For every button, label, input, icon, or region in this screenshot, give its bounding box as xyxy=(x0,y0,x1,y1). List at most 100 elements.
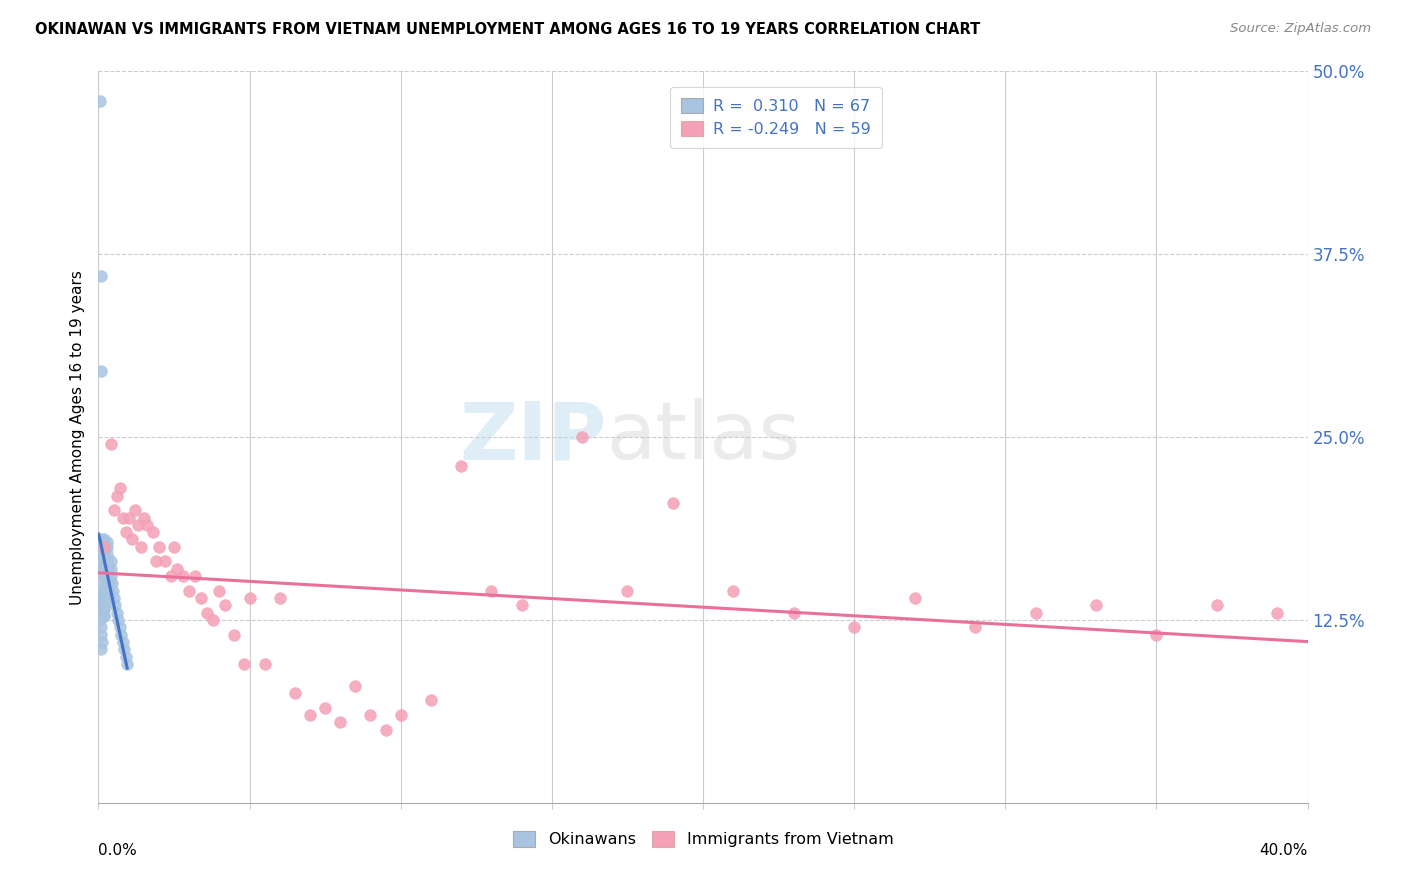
Point xyxy=(420,693,443,707)
Point xyxy=(344,679,367,693)
Point xyxy=(124,503,146,517)
Point xyxy=(98,591,121,605)
Point xyxy=(1144,627,1167,641)
Point xyxy=(94,583,117,598)
Point xyxy=(90,533,112,547)
Point xyxy=(94,569,117,583)
Point xyxy=(184,569,207,583)
Point xyxy=(93,608,115,623)
Point xyxy=(91,558,114,573)
Point xyxy=(90,627,112,641)
Point xyxy=(111,635,134,649)
Point xyxy=(127,517,149,532)
Point xyxy=(89,613,111,627)
Point xyxy=(93,535,115,549)
Point xyxy=(389,708,412,723)
Point xyxy=(97,569,120,583)
Point xyxy=(90,547,112,561)
Text: 40.0%: 40.0% xyxy=(1260,843,1308,858)
Point xyxy=(96,588,118,602)
Point xyxy=(96,547,118,561)
Point xyxy=(135,517,157,532)
Point xyxy=(93,544,115,558)
Point xyxy=(115,657,138,671)
Point xyxy=(208,583,231,598)
Point xyxy=(253,657,276,671)
Point xyxy=(904,591,927,605)
Point xyxy=(93,608,115,623)
Point xyxy=(329,715,352,730)
Point xyxy=(214,599,236,613)
Point xyxy=(239,591,262,605)
Text: Source: ZipAtlas.com: Source: ZipAtlas.com xyxy=(1230,22,1371,36)
Point xyxy=(90,642,112,657)
Point xyxy=(94,565,117,579)
Point xyxy=(91,544,114,558)
Point xyxy=(89,94,111,108)
Point xyxy=(148,540,170,554)
Point xyxy=(510,599,533,613)
Point xyxy=(114,525,136,540)
Point xyxy=(94,579,117,593)
Point xyxy=(132,510,155,524)
Point xyxy=(374,723,396,737)
Point xyxy=(616,583,638,598)
Point xyxy=(96,535,118,549)
Point xyxy=(100,562,122,576)
Point xyxy=(314,700,336,714)
Point xyxy=(114,649,136,664)
Point xyxy=(97,562,120,576)
Point xyxy=(91,562,114,576)
Text: ZIP: ZIP xyxy=(458,398,606,476)
Point xyxy=(1206,599,1229,613)
Point xyxy=(1267,606,1289,620)
Point xyxy=(224,627,246,641)
Point xyxy=(90,620,112,634)
Point xyxy=(103,503,125,517)
Point xyxy=(163,540,186,554)
Point xyxy=(105,606,128,620)
Point xyxy=(723,583,745,598)
Point xyxy=(844,620,866,634)
Point xyxy=(190,591,212,605)
Point xyxy=(107,613,129,627)
Point xyxy=(96,579,118,593)
Point xyxy=(179,583,201,598)
Point xyxy=(153,554,176,568)
Point xyxy=(91,588,114,602)
Point xyxy=(96,540,118,554)
Point xyxy=(965,620,987,634)
Point xyxy=(90,594,112,608)
Point xyxy=(112,642,135,657)
Point xyxy=(96,554,118,568)
Point xyxy=(93,558,115,573)
Point xyxy=(93,540,115,554)
Point xyxy=(661,496,683,510)
Point xyxy=(93,599,115,613)
Point xyxy=(103,591,125,605)
Point xyxy=(100,569,122,583)
Point xyxy=(94,574,117,588)
Point xyxy=(269,591,291,605)
Point xyxy=(100,554,122,568)
Text: 0.0%: 0.0% xyxy=(98,843,138,858)
Point xyxy=(1085,599,1108,613)
Point xyxy=(98,588,121,602)
Point xyxy=(111,510,134,524)
Point xyxy=(91,603,114,617)
Point xyxy=(172,569,194,583)
Point xyxy=(91,579,114,593)
Text: atlas: atlas xyxy=(606,398,800,476)
Point xyxy=(93,533,115,547)
Point xyxy=(142,525,165,540)
Point xyxy=(284,686,307,700)
Point xyxy=(129,540,152,554)
Point xyxy=(98,576,121,591)
Legend: Okinawans, Immigrants from Vietnam: Okinawans, Immigrants from Vietnam xyxy=(503,822,903,857)
Point xyxy=(90,549,112,564)
Point xyxy=(91,594,114,608)
Point xyxy=(100,437,122,451)
Point xyxy=(160,569,183,583)
Point xyxy=(93,565,115,579)
Point xyxy=(121,533,143,547)
